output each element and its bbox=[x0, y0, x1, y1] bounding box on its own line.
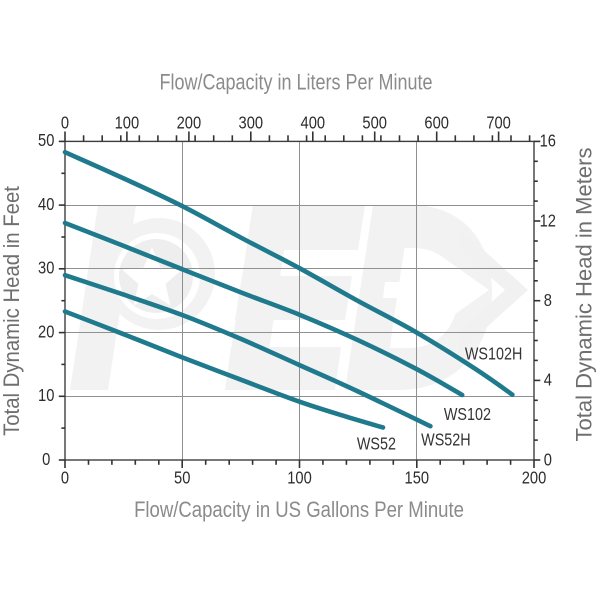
svg-text:WS102: WS102 bbox=[444, 406, 491, 425]
svg-text:Flow/Capacity in Liters Per Mi: Flow/Capacity in Liters Per Minute bbox=[160, 71, 433, 95]
svg-text:100: 100 bbox=[115, 113, 140, 132]
svg-text:8: 8 bbox=[544, 291, 552, 310]
svg-text:WS52H: WS52H bbox=[421, 431, 470, 450]
svg-text:150: 150 bbox=[405, 468, 430, 487]
svg-text:4: 4 bbox=[544, 371, 552, 390]
svg-text:40: 40 bbox=[38, 195, 54, 214]
svg-text:50: 50 bbox=[174, 468, 190, 487]
svg-text:0: 0 bbox=[544, 450, 552, 469]
svg-text:10: 10 bbox=[38, 386, 54, 405]
svg-text:0: 0 bbox=[42, 450, 50, 469]
svg-text:WS52: WS52 bbox=[357, 435, 396, 454]
svg-text:300: 300 bbox=[239, 113, 264, 132]
svg-text:50: 50 bbox=[38, 131, 54, 150]
svg-text:600: 600 bbox=[424, 113, 449, 132]
svg-text:700: 700 bbox=[486, 113, 511, 132]
svg-text:30: 30 bbox=[38, 258, 54, 277]
svg-text:12: 12 bbox=[540, 211, 556, 230]
svg-text:200: 200 bbox=[177, 113, 202, 132]
svg-text:500: 500 bbox=[362, 113, 387, 132]
svg-text:Flow/Capacity in US Gallons Pe: Flow/Capacity in US Gallons Per Minute bbox=[134, 497, 464, 522]
svg-text:16: 16 bbox=[540, 132, 556, 151]
svg-text:Total Dynamic Head in Meters: Total Dynamic Head in Meters bbox=[571, 148, 596, 442]
svg-text:400: 400 bbox=[301, 113, 326, 132]
svg-text:200: 200 bbox=[522, 468, 547, 487]
svg-text:Total Dynamic Head in Feet: Total Dynamic Head in Feet bbox=[0, 186, 24, 436]
svg-text:0: 0 bbox=[61, 468, 69, 487]
svg-text:20: 20 bbox=[38, 322, 54, 341]
svg-text:WS102H: WS102H bbox=[465, 345, 522, 364]
svg-text:100: 100 bbox=[287, 468, 312, 487]
svg-text:0: 0 bbox=[61, 113, 69, 132]
